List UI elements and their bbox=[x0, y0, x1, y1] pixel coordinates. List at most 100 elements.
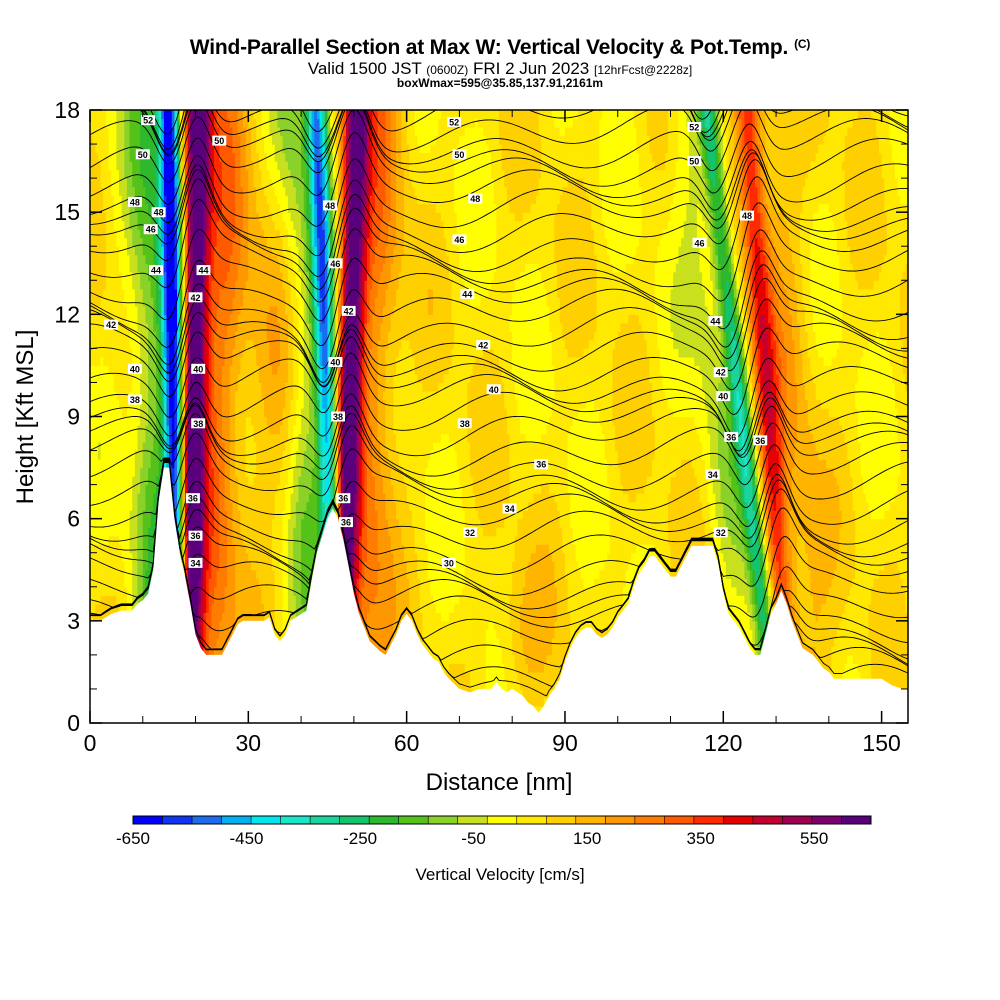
velocity-cell bbox=[126, 373, 131, 384]
velocity-cell bbox=[92, 314, 96, 324]
velocity-cell bbox=[132, 586, 136, 596]
velocity-cell bbox=[121, 484, 125, 494]
velocity-cell bbox=[119, 382, 123, 392]
velocity-cell bbox=[113, 586, 117, 596]
velocity-cell bbox=[108, 535, 112, 545]
velocity-cell bbox=[95, 356, 99, 367]
velocity-cell bbox=[124, 493, 128, 503]
velocity-cell bbox=[108, 476, 112, 486]
velocity-cell bbox=[97, 152, 102, 162]
velocity-cell bbox=[103, 527, 107, 537]
velocity-cell bbox=[90, 280, 94, 290]
velocity-cell bbox=[132, 552, 136, 562]
velocity-cell bbox=[124, 365, 128, 375]
velocity-cell bbox=[92, 280, 96, 290]
velocity-cell bbox=[108, 561, 112, 571]
velocity-cell bbox=[97, 442, 102, 452]
velocity-cell bbox=[124, 135, 128, 145]
velocity-cell bbox=[105, 484, 110, 494]
velocity-cell bbox=[132, 263, 136, 273]
velocity-cell bbox=[121, 178, 125, 188]
velocity-cell bbox=[90, 484, 94, 494]
velocity-cell bbox=[124, 390, 128, 401]
velocity-cell bbox=[116, 535, 120, 545]
velocity-cell bbox=[103, 569, 107, 579]
velocity-cell bbox=[105, 339, 110, 349]
velocity-cell bbox=[103, 203, 107, 213]
velocity-cell bbox=[129, 220, 133, 230]
velocity-cell bbox=[105, 288, 110, 298]
velocity-cell bbox=[140, 203, 144, 213]
velocity-cell bbox=[121, 390, 125, 401]
velocity-cell bbox=[132, 518, 136, 528]
velocity-cell bbox=[142, 416, 147, 426]
velocity-cell bbox=[134, 459, 139, 469]
velocity-cell bbox=[137, 416, 141, 426]
velocity-cell bbox=[137, 144, 141, 154]
velocity-cell bbox=[100, 510, 104, 520]
velocity-cell bbox=[124, 254, 128, 264]
velocity-cell bbox=[111, 229, 115, 239]
velocity-cell bbox=[140, 527, 144, 537]
velocity-cell bbox=[116, 493, 120, 503]
velocity-cell bbox=[113, 263, 117, 273]
velocity-cell bbox=[142, 339, 147, 349]
velocity-cell bbox=[97, 254, 102, 264]
velocity-cell bbox=[95, 433, 99, 443]
velocity-cell bbox=[103, 586, 107, 596]
velocity-cell bbox=[119, 603, 123, 613]
velocity-cell bbox=[137, 314, 141, 324]
velocity-cell bbox=[142, 578, 147, 588]
velocity-cell bbox=[95, 305, 99, 315]
valid-prefix: Valid 1500 JST bbox=[308, 59, 422, 78]
velocity-cell bbox=[105, 416, 110, 426]
velocity-cell bbox=[142, 535, 147, 545]
velocity-cell bbox=[105, 246, 110, 256]
velocity-cell bbox=[119, 544, 123, 554]
velocity-cell bbox=[142, 348, 147, 358]
velocity-cell bbox=[129, 535, 133, 545]
velocity-cell bbox=[97, 288, 102, 298]
velocity-cell bbox=[126, 152, 131, 162]
velocity-cell bbox=[97, 144, 102, 154]
velocity-cell bbox=[111, 135, 115, 145]
velocity-cell bbox=[119, 280, 123, 290]
velocity-cell bbox=[132, 314, 136, 324]
velocity-cell bbox=[90, 399, 94, 409]
velocity-cell bbox=[121, 552, 125, 562]
velocity-cell bbox=[103, 237, 107, 247]
velocity-cell bbox=[100, 586, 104, 596]
velocity-cell bbox=[90, 535, 94, 545]
velocity-cell bbox=[90, 195, 94, 205]
velocity-cell bbox=[100, 220, 104, 230]
velocity-cell bbox=[119, 390, 123, 401]
velocity-cell bbox=[134, 178, 139, 188]
velocity-cell bbox=[103, 246, 107, 256]
velocity-cell bbox=[95, 229, 99, 239]
velocity-cell bbox=[116, 595, 120, 605]
velocity-cell bbox=[126, 331, 131, 341]
velocity-cell bbox=[105, 407, 110, 418]
velocity-cell bbox=[129, 544, 133, 554]
velocity-cell bbox=[97, 322, 102, 332]
velocity-cell bbox=[103, 356, 107, 367]
velocity-cell bbox=[119, 186, 123, 196]
velocity-cell bbox=[134, 297, 139, 307]
velocity-cell bbox=[105, 382, 110, 392]
velocity-cell bbox=[137, 288, 141, 298]
velocity-cell bbox=[119, 263, 123, 273]
velocity-cell bbox=[121, 382, 125, 392]
velocity-cell bbox=[132, 527, 136, 537]
velocity-cell bbox=[95, 118, 99, 128]
velocity-cell bbox=[113, 416, 117, 426]
velocity-cell bbox=[126, 288, 131, 298]
velocity-cell bbox=[137, 442, 141, 452]
velocity-cell bbox=[140, 382, 144, 392]
velocity-cell bbox=[90, 603, 94, 613]
velocity-cell bbox=[105, 544, 110, 554]
velocity-cell bbox=[90, 365, 94, 375]
velocity-cell bbox=[129, 305, 133, 315]
velocity-cell bbox=[90, 433, 94, 443]
velocity-cell bbox=[132, 305, 136, 315]
velocity-cell bbox=[113, 578, 117, 588]
